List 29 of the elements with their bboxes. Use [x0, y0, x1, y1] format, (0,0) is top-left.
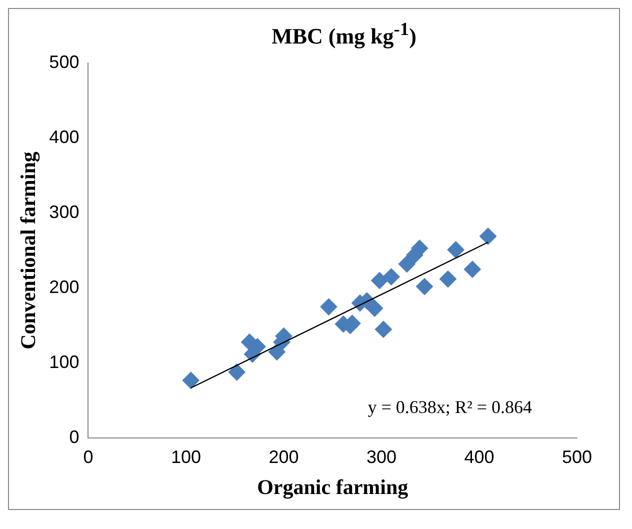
- point: [447, 242, 464, 259]
- point: [366, 300, 384, 318]
- point: [382, 268, 400, 286]
- x-tick-label: 300: [366, 447, 397, 468]
- y-tick-label: 400: [49, 127, 80, 148]
- point: [464, 261, 481, 278]
- point: [398, 256, 416, 273]
- x-tick-label: 500: [562, 447, 592, 468]
- chart-title: MBC (mg kg$^{-1}$): [270, 18, 418, 50]
- annotation: y = 0.638x; R² = 0.864: [368, 397, 532, 418]
- x-tick-label: 0: [83, 447, 94, 468]
- x-axis-title: Organic farming: [257, 475, 409, 500]
- point: [182, 372, 200, 390]
- point: [439, 270, 456, 288]
- x-tick-label: 200: [268, 447, 299, 468]
- point: [371, 272, 388, 290]
- point: [416, 278, 434, 296]
- x-tick-label: 100: [170, 447, 202, 468]
- x-tick-label: 400: [464, 447, 494, 468]
- y-tick-label: 500: [49, 52, 80, 72]
- point: [228, 364, 246, 381]
- y-tick-label: 0: [69, 427, 80, 448]
- point: [374, 321, 392, 338]
- point: [320, 298, 338, 316]
- y-tick-label: 100: [49, 352, 80, 372]
- y-tick-label: 300: [49, 202, 80, 222]
- y-tick-label: 200: [49, 277, 80, 298]
- y-axis-title: Conventional farming: [16, 151, 40, 350]
- point: [480, 228, 497, 246]
